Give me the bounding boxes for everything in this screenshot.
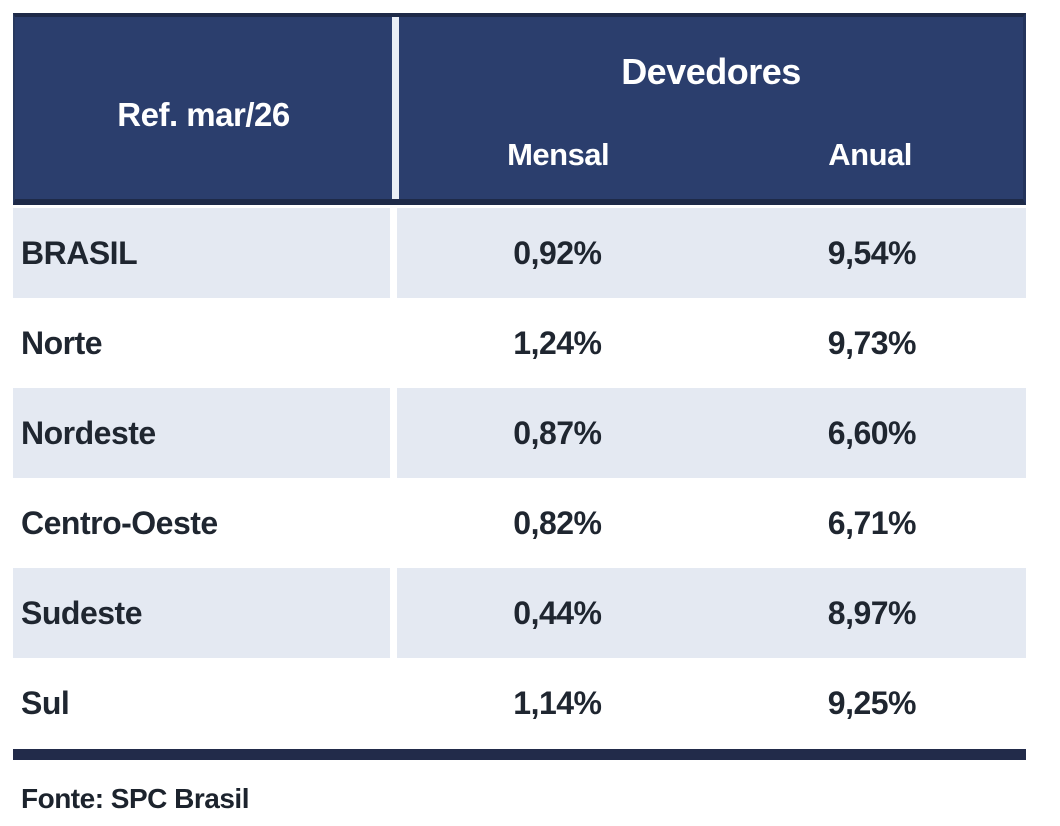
devedores-table: Ref. mar/26 Devedores Mensal Anual BRASI… xyxy=(13,13,1026,815)
mensal-value: 0,87% xyxy=(513,414,602,451)
mensal-value: 1,14% xyxy=(513,684,602,721)
row-column-gap xyxy=(390,388,397,478)
anual-value: 9,54% xyxy=(827,234,917,271)
row-column-gap xyxy=(390,298,397,388)
region-cell: Sul xyxy=(13,658,390,748)
mensal-value: 1,24% xyxy=(513,324,602,361)
anual-value: 9,25% xyxy=(827,684,917,721)
table-row-nordeste: Nordeste 0,87% 6,60% xyxy=(13,388,1026,478)
value-cells: 0,92% 9,54% xyxy=(397,208,1026,298)
header-column-divider xyxy=(392,17,399,199)
mensal-value: 0,92% xyxy=(513,234,602,271)
table-row-brasil: BRASIL 0,92% 9,54% xyxy=(13,208,1026,298)
region-cell: Nordeste xyxy=(13,388,390,478)
sub-column-headers: Mensal Anual xyxy=(399,137,1023,173)
table-row-sul: Sul 1,14% 9,25% xyxy=(13,658,1026,748)
table-header: Ref. mar/26 Devedores Mensal Anual xyxy=(13,13,1026,205)
table-row-sudeste: Sudeste 0,44% 8,97% xyxy=(13,568,1026,658)
region-cell: BRASIL xyxy=(13,208,390,298)
table-body: BRASIL 0,92% 9,54% Norte 1,24% 9,73% Nor… xyxy=(13,208,1026,748)
row-column-gap xyxy=(390,208,397,298)
anual-value: 6,60% xyxy=(827,414,917,451)
column-header-mensal: Mensal xyxy=(507,137,610,172)
column-header-anual: Anual xyxy=(828,137,912,172)
anual-value: 8,97% xyxy=(827,594,917,631)
ref-label: Ref. mar/26 xyxy=(117,96,290,133)
region-cell: Centro-Oeste xyxy=(13,478,390,568)
group-header-devedores: Devedores xyxy=(621,51,801,92)
value-cells: 0,82% 6,71% xyxy=(397,478,1026,568)
header-ref-cell: Ref. mar/26 xyxy=(15,17,392,199)
mensal-value: 0,82% xyxy=(513,504,602,541)
anual-value: 6,71% xyxy=(827,504,917,541)
value-cells: 0,44% 8,97% xyxy=(397,568,1026,658)
source-note: Fonte: SPC Brasil xyxy=(21,783,249,814)
table-row-norte: Norte 1,24% 9,73% xyxy=(13,298,1026,388)
region-cell: Norte xyxy=(13,298,390,388)
table-row-centro-oeste: Centro-Oeste 0,82% 6,71% xyxy=(13,478,1026,568)
bottom-rule xyxy=(13,749,1026,760)
row-column-gap xyxy=(390,478,397,568)
mensal-value: 0,44% xyxy=(513,594,602,631)
header-group-section: Devedores Mensal Anual xyxy=(399,17,1023,199)
row-column-gap xyxy=(390,568,397,658)
anual-value: 9,73% xyxy=(827,324,917,361)
value-cells: 1,24% 9,73% xyxy=(397,298,1026,388)
value-cells: 1,14% 9,25% xyxy=(397,658,1026,748)
value-cells: 0,87% 6,60% xyxy=(397,388,1026,478)
region-cell: Sudeste xyxy=(13,568,390,658)
row-column-gap xyxy=(390,658,397,748)
